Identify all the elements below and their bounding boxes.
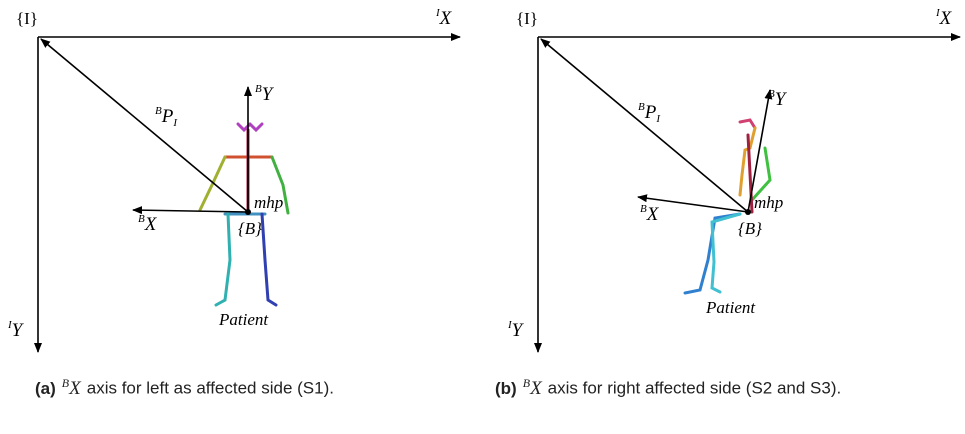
caption: (b) BX axis for right affected side (S2 an…: [495, 372, 965, 400]
subscript: I: [172, 117, 178, 129]
symbol: Y: [12, 320, 25, 341]
inertial-frame-label: {I}: [516, 9, 538, 28]
superscript: I: [935, 7, 941, 19]
superscript: B: [768, 88, 775, 100]
caption-text: axis for right affected side (S2 and S3)…: [547, 378, 842, 398]
patient-label: Patient: [705, 298, 756, 317]
body-x-label: BX: [138, 213, 158, 235]
superscript: B: [255, 83, 262, 95]
body-y-label: BY: [255, 83, 275, 105]
symbol: X: [144, 214, 158, 235]
caption-tag: (a): [35, 378, 56, 398]
inertial-y-label: IY: [507, 319, 525, 341]
superscript: B: [638, 101, 645, 113]
superscript: B: [155, 105, 162, 117]
inertial-frame-label: {I}: [16, 9, 38, 28]
caption-symbol: X: [530, 377, 542, 399]
symbol: X: [646, 204, 660, 225]
caption-tag: (b): [495, 378, 517, 398]
hip-label: mhp: [254, 193, 283, 212]
body-frame-label: {B}: [238, 219, 262, 238]
patient-label: Patient: [218, 310, 269, 329]
inertial-x-label: IX: [935, 7, 953, 29]
superscript: B: [640, 203, 647, 215]
superscript: B: [138, 213, 145, 225]
body-x-label: BX: [640, 203, 660, 225]
superscript: I: [507, 319, 513, 331]
body-frame-label: {B}: [738, 219, 762, 238]
caption-text: axis for left as affected side (S1).: [86, 378, 334, 398]
caption-superscript: B: [522, 376, 531, 390]
position-label: BPI: [155, 105, 178, 129]
arrow: [540, 38, 749, 213]
body-y-label: BY: [768, 88, 788, 110]
arrow: [747, 89, 773, 213]
superscript: I: [7, 319, 13, 331]
hip-point: [245, 209, 251, 215]
caption-superscript: B: [61, 376, 70, 390]
inertial-x-label: IX: [435, 7, 453, 29]
subscript: I: [655, 113, 661, 125]
symbol: P: [644, 102, 657, 123]
caption: (a) BX axis for left as affected side (S1)…: [35, 372, 475, 400]
symbol: P: [161, 106, 174, 127]
position-label: BPI: [638, 101, 661, 125]
skeleton-b: [683, 118, 772, 295]
skeleton-a: [198, 122, 290, 307]
symbol: X: [439, 8, 453, 29]
superscript: I: [435, 7, 441, 19]
inertial-y-label: IY: [7, 319, 25, 341]
arrow: [132, 206, 249, 215]
caption-symbol: X: [69, 377, 81, 399]
symbol: Y: [512, 320, 525, 341]
symbol: Y: [775, 89, 788, 110]
hip-label: mhp: [754, 193, 783, 212]
symbol: X: [939, 8, 953, 29]
arrow: [637, 194, 749, 213]
hip-point: [745, 209, 751, 215]
symbol: Y: [262, 84, 275, 105]
arrow: [40, 38, 249, 213]
